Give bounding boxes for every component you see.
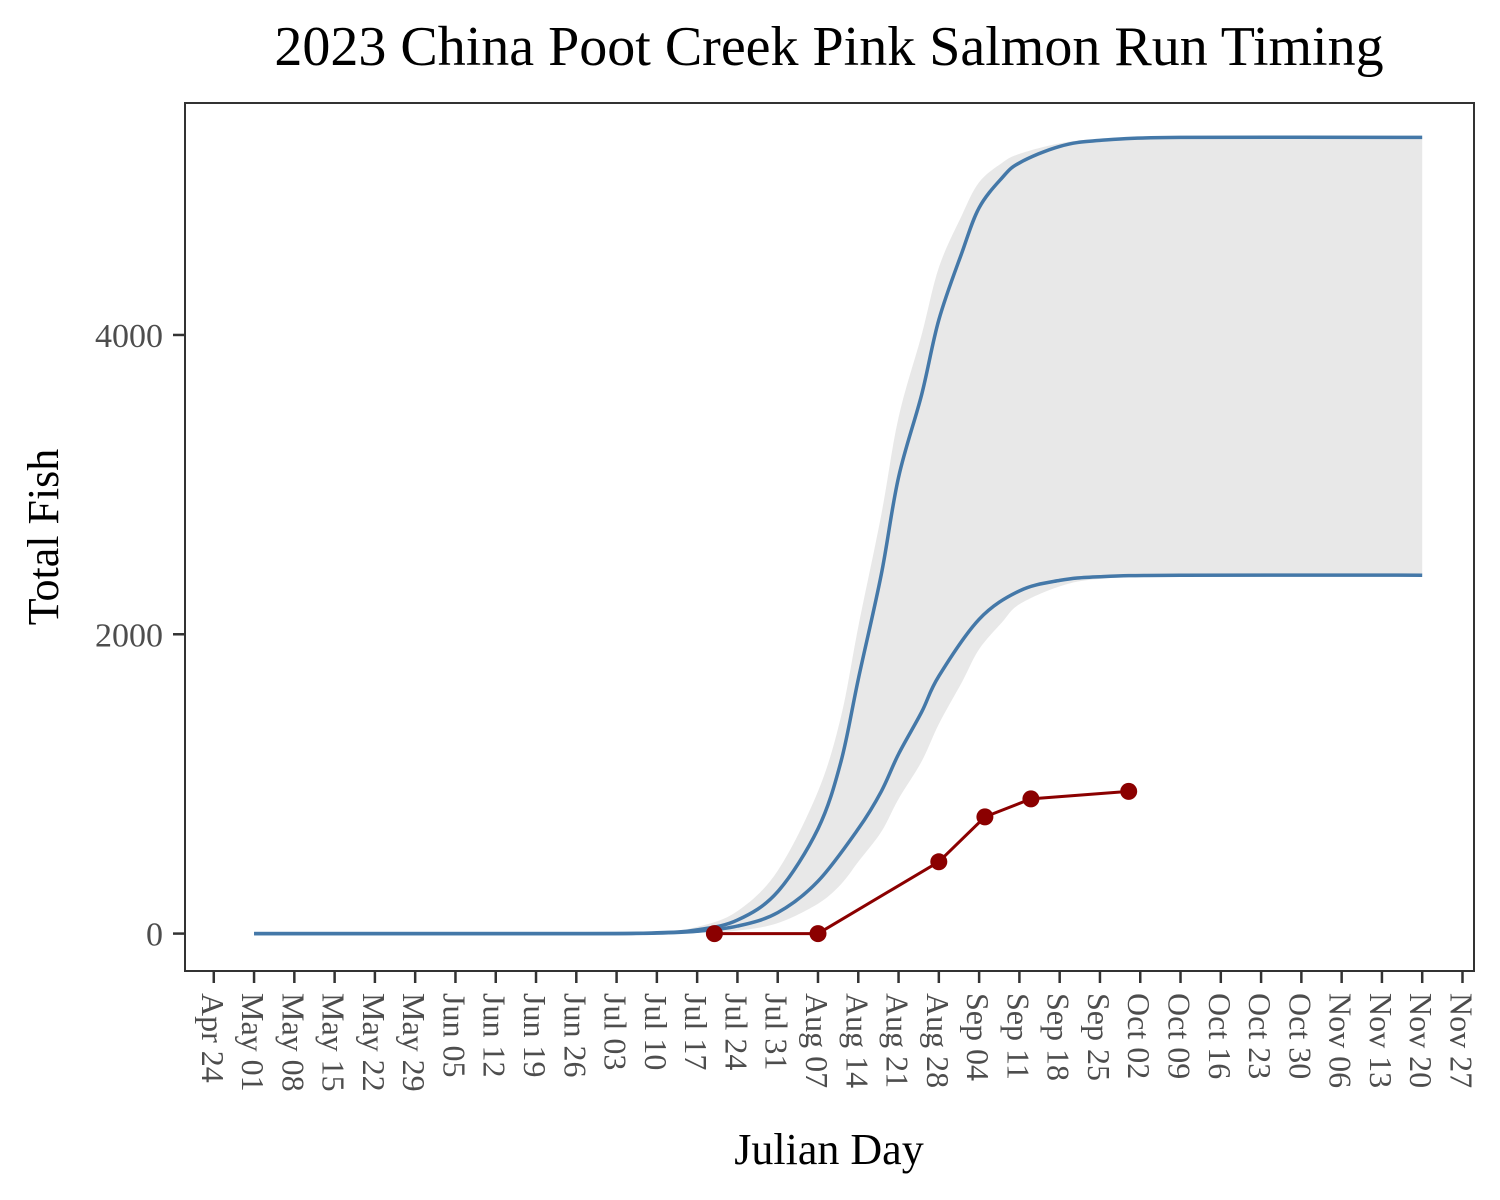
x-tick-label: May 08 (275, 993, 311, 1092)
y-tick-label: 0 (146, 917, 163, 954)
x-tick-label: Sep 18 (1041, 993, 1077, 1081)
plot-border (184, 102, 1475, 972)
x-tick-label: Aug 14 (839, 993, 875, 1088)
x-tick-label: Aug 07 (799, 993, 835, 1088)
y-tick-label: 2000 (95, 617, 163, 654)
observed-point (1022, 790, 1040, 808)
x-tick-label: Oct 09 (1162, 993, 1198, 1079)
series-line-expected-lower (254, 573, 1423, 936)
x-tick-label: Jul 24 (718, 993, 754, 1070)
x-tick-label: Aug 21 (880, 993, 916, 1088)
x-tick-label: Oct 30 (1282, 993, 1318, 1079)
observed-point (705, 925, 723, 943)
x-tick-label: May 22 (356, 993, 392, 1092)
x-tick-label: Nov 06 (1323, 993, 1359, 1088)
x-tick-label: Sep 11 (1000, 993, 1036, 1080)
x-tick-label: Jul 10 (638, 993, 674, 1070)
series-line-observed (714, 789, 1129, 936)
x-tick-label: Oct 23 (1242, 993, 1278, 1079)
confidence-band-layer (254, 137, 1423, 934)
x-tick-label: May 15 (316, 993, 352, 1092)
x-tick-label: Jul 31 (759, 993, 795, 1070)
chart-title: 2023 China Poot Creek Pink Salmon Run Ti… (274, 16, 1383, 78)
x-tick-label: May 29 (396, 993, 432, 1092)
x-tick-label: Nov 27 (1444, 993, 1480, 1088)
x-tick-label: Jul 03 (598, 993, 634, 1070)
x-tick-label: May 01 (235, 993, 271, 1092)
x-tick-label: Nov 13 (1363, 993, 1399, 1088)
x-tick-label: Sep 04 (960, 993, 996, 1081)
x-tick-label: Jun 05 (437, 993, 473, 1077)
observed-point (976, 808, 994, 826)
series-layer (254, 135, 1423, 943)
confidence-band (254, 137, 1423, 934)
x-axis-title: Julian Day (734, 1125, 923, 1174)
observed-point (930, 853, 948, 871)
observed-point (809, 925, 827, 943)
x-tick-label: Sep 25 (1081, 993, 1117, 1081)
x-tick-label: Aug 28 (920, 993, 956, 1088)
x-tick-label: Jun 12 (477, 993, 513, 1077)
x-tick-label: Jul 17 (678, 993, 714, 1070)
x-tick-label: Oct 16 (1202, 993, 1238, 1079)
x-tick-label: Jun 19 (517, 993, 553, 1077)
x-tick-label: Oct 02 (1121, 993, 1157, 1079)
x-axis: Apr 24 May 01 May 08 May 15 May 22 May 29 Jun … (195, 971, 1480, 1092)
x-tick-label: Jun 26 (557, 993, 593, 1077)
observed-point (1120, 782, 1138, 800)
y-axis-title: Total Fish (19, 449, 68, 626)
y-axis: 0 2000 4000 (95, 318, 185, 954)
y-tick-label: 4000 (95, 318, 163, 355)
x-tick-label: Nov 20 (1403, 993, 1439, 1088)
x-tick-label: Apr 24 (195, 993, 231, 1083)
